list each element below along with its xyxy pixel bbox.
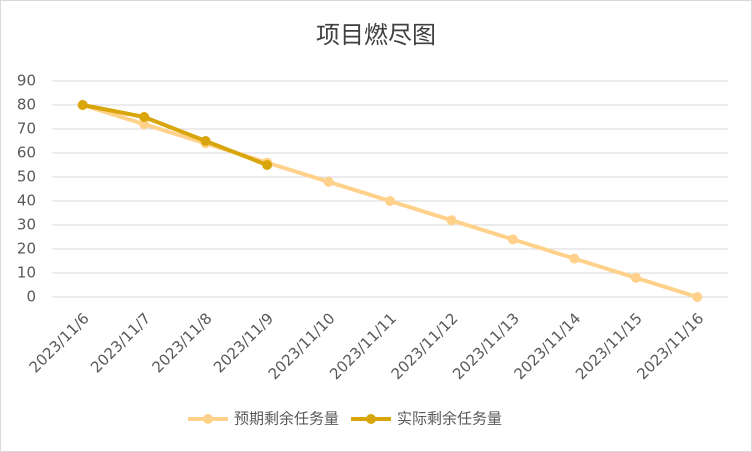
y-tick-label: 90 xyxy=(17,72,36,90)
data-point xyxy=(630,272,641,283)
series-line xyxy=(82,103,268,167)
y-tick-label: 60 xyxy=(17,144,36,162)
y-tick-label: 0 xyxy=(26,288,36,306)
data-point xyxy=(139,112,150,122)
data-point xyxy=(200,136,211,146)
y-tick-label: 30 xyxy=(17,216,36,234)
legend-marker xyxy=(203,414,213,424)
data-point xyxy=(507,234,518,245)
data-point xyxy=(323,176,334,187)
legend-label: 预期剩余任务量 xyxy=(234,410,339,428)
y-tick-label: 50 xyxy=(17,168,36,186)
data-point xyxy=(262,160,273,170)
data-point xyxy=(569,253,580,264)
y-tick-label: 70 xyxy=(17,120,36,138)
legend-item: 实际剩余任务量 xyxy=(351,410,502,428)
data-point xyxy=(77,100,88,110)
y-tick-label: 20 xyxy=(17,240,36,258)
data-point xyxy=(139,119,150,130)
data-point xyxy=(446,215,457,226)
legend-marker xyxy=(366,414,377,424)
data-point xyxy=(385,196,395,206)
legend-item: 预期剩余任务量 xyxy=(188,410,339,428)
data-point xyxy=(692,292,703,302)
y-tick-label: 40 xyxy=(17,192,36,210)
legend-label: 实际剩余任务量 xyxy=(397,410,502,428)
y-tick-label: 80 xyxy=(17,96,36,114)
y-tick-label: 10 xyxy=(17,264,36,282)
chart-title: 项目燃尽图 xyxy=(316,21,436,49)
